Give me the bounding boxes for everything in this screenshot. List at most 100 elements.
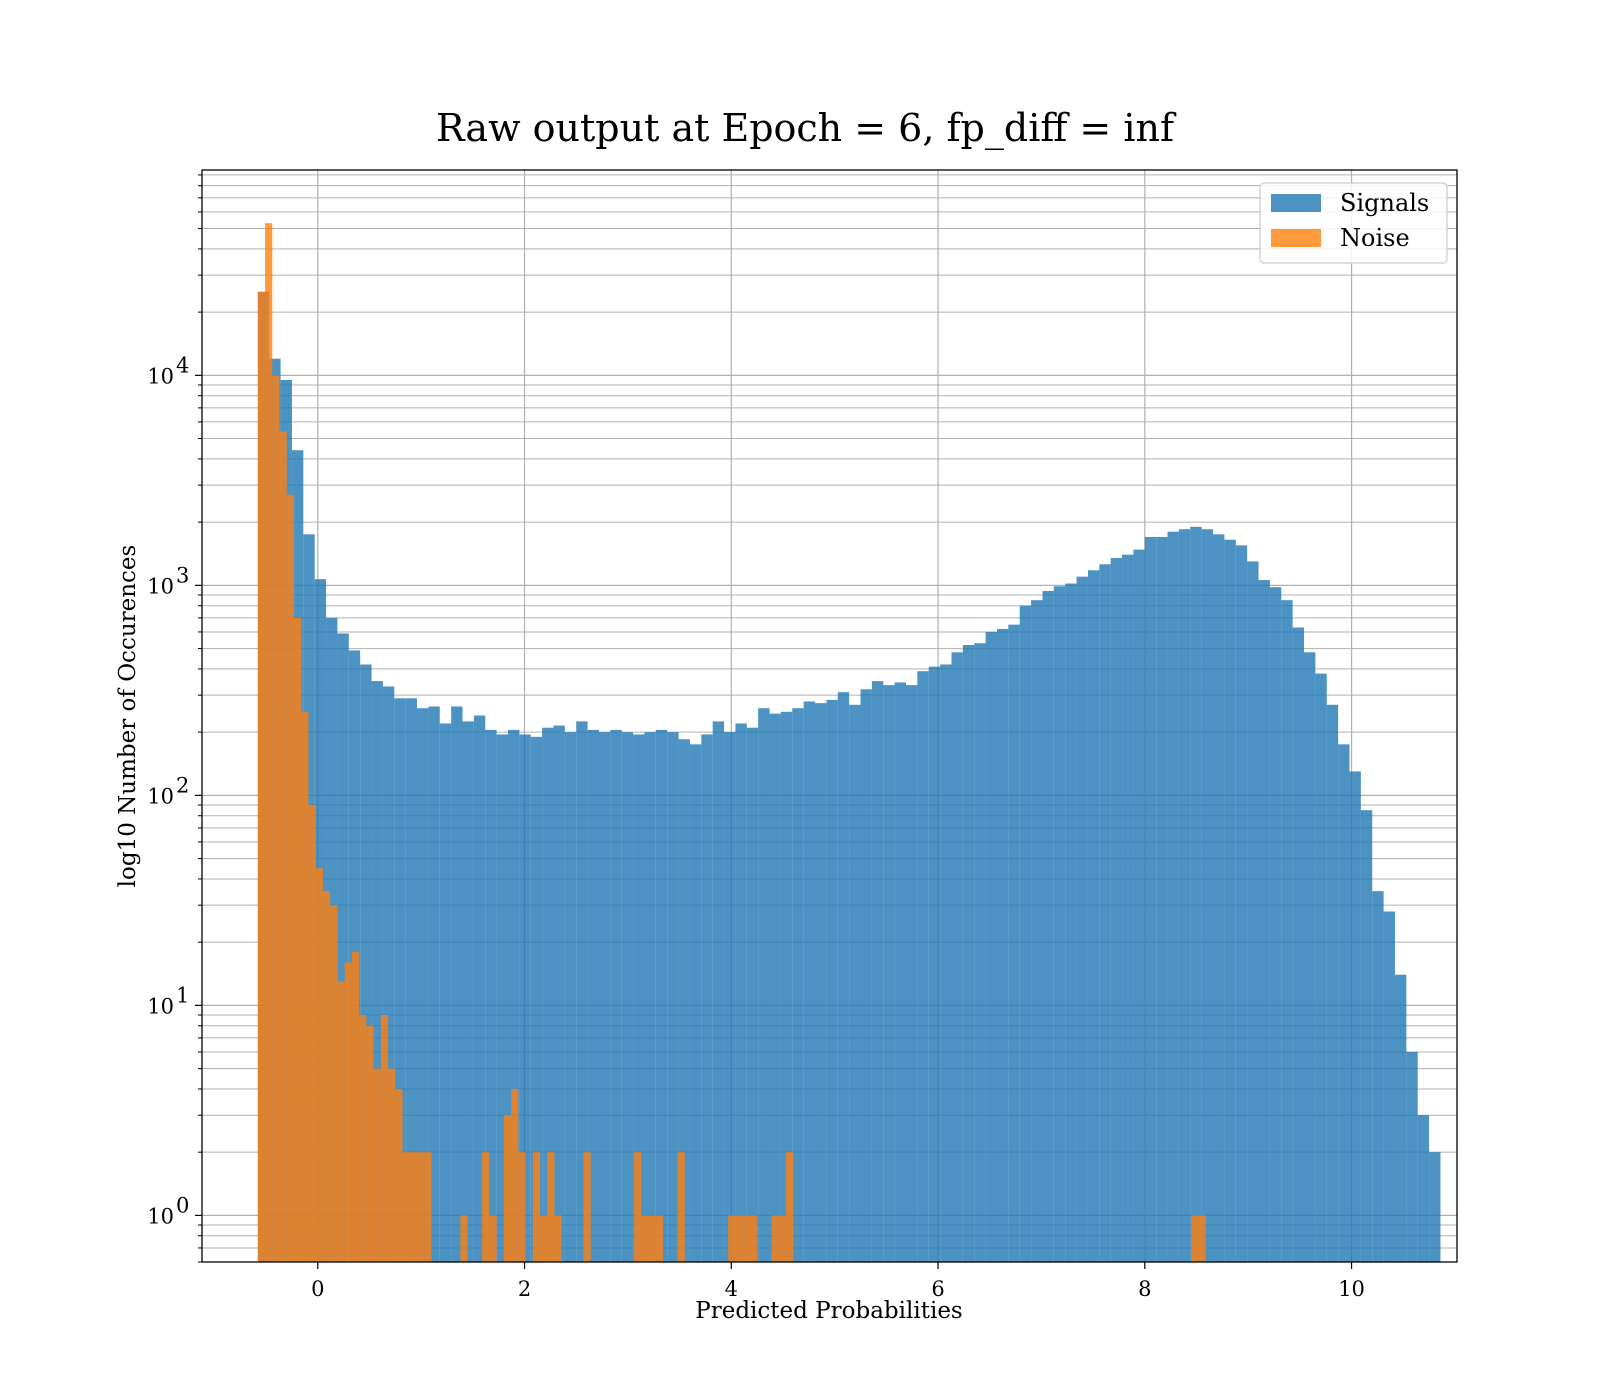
noise-bar bbox=[308, 804, 316, 1262]
signals-bar bbox=[1178, 529, 1191, 1262]
signals-bar bbox=[1417, 1115, 1430, 1262]
signals-bar bbox=[655, 729, 668, 1262]
signals-bar bbox=[644, 732, 656, 1262]
x-tick-label: 8 bbox=[1138, 1277, 1151, 1301]
noise-bar bbox=[301, 711, 309, 1262]
noise-bar bbox=[648, 1215, 656, 1262]
y-tick-exponent: 4 bbox=[176, 353, 189, 377]
signals-bar bbox=[382, 686, 395, 1262]
chart-title: Raw output at Epoch = 6, fp_diff = inf bbox=[436, 106, 1177, 151]
signals-bar bbox=[1315, 673, 1327, 1262]
signals-bar bbox=[428, 706, 440, 1262]
signals-bar bbox=[507, 729, 520, 1262]
noise-bar bbox=[373, 1068, 381, 1262]
x-tick-label: 0 bbox=[311, 1277, 324, 1301]
noise-bar bbox=[409, 1152, 418, 1262]
x-tick-label: 10 bbox=[1338, 1277, 1365, 1301]
y-tick-exponent: 2 bbox=[176, 773, 189, 797]
noise-bar bbox=[344, 962, 352, 1262]
signals-bar bbox=[962, 645, 975, 1262]
noise-bar bbox=[655, 1215, 664, 1262]
signals-bar bbox=[485, 729, 497, 1262]
noise-bar bbox=[294, 617, 302, 1262]
signals-bar bbox=[462, 721, 474, 1262]
signals-bar bbox=[496, 734, 508, 1262]
noise-bar bbox=[351, 951, 360, 1262]
signals-bar bbox=[1258, 580, 1270, 1262]
y-tick-exponent: 3 bbox=[176, 563, 189, 587]
signals-bar bbox=[451, 706, 463, 1262]
plot-frame bbox=[201, 169, 1458, 1263]
x-tick-label: 2 bbox=[518, 1277, 531, 1301]
signals-bar bbox=[883, 685, 895, 1262]
signals-bar bbox=[792, 708, 804, 1262]
signals-bar bbox=[1087, 570, 1100, 1262]
signals-bar bbox=[1042, 590, 1054, 1262]
signals-bar bbox=[587, 729, 599, 1262]
noise-bar bbox=[395, 1088, 403, 1262]
y-tick-label: 10 bbox=[147, 364, 174, 388]
signals-bar bbox=[951, 652, 963, 1262]
signals-bar bbox=[1190, 526, 1202, 1262]
signals-bar bbox=[780, 711, 793, 1262]
signals-bar bbox=[1031, 600, 1043, 1262]
signals-bar bbox=[519, 734, 531, 1262]
noise-bar bbox=[540, 1215, 548, 1262]
legend-label-signals: Signals bbox=[1340, 189, 1429, 217]
signals-bar bbox=[1429, 1152, 1441, 1262]
signals-bar bbox=[1247, 561, 1259, 1262]
signals-bar bbox=[1326, 704, 1339, 1262]
signals-bar bbox=[417, 708, 429, 1262]
noise-bar bbox=[1191, 1215, 1199, 1262]
noise-bar bbox=[366, 1025, 374, 1262]
noise-bar bbox=[735, 1215, 743, 1262]
noise-bar bbox=[337, 981, 345, 1262]
x-tick-label: 4 bbox=[725, 1277, 738, 1301]
noise-bar bbox=[286, 494, 295, 1262]
signals-bar bbox=[1053, 586, 1066, 1262]
signals-bar bbox=[610, 729, 622, 1262]
noise-bar bbox=[518, 1152, 526, 1262]
signals-bar bbox=[1372, 891, 1384, 1262]
signals-bar bbox=[633, 734, 645, 1262]
signals-bar bbox=[917, 671, 929, 1262]
y-tick-label: 10 bbox=[147, 994, 174, 1018]
noise-bar bbox=[330, 905, 338, 1262]
noise-bar bbox=[322, 891, 331, 1262]
noise-bar bbox=[359, 1015, 367, 1262]
noise-bar bbox=[265, 223, 273, 1263]
y-tick-exponent: 0 bbox=[176, 1193, 189, 1217]
signals-bar bbox=[803, 701, 816, 1262]
signals-bar bbox=[439, 723, 452, 1262]
signals-bar bbox=[928, 666, 941, 1262]
signals-bar bbox=[1269, 587, 1282, 1262]
signals-bar bbox=[394, 698, 406, 1262]
signals-bar bbox=[621, 732, 634, 1262]
signals-bar bbox=[337, 633, 349, 1262]
y-tick-label: 10 bbox=[147, 784, 174, 808]
signals-bar bbox=[974, 643, 986, 1262]
y-tick-label: 10 bbox=[147, 1204, 174, 1228]
noise-bar bbox=[749, 1215, 758, 1262]
signals-bar bbox=[1281, 600, 1293, 1262]
noise-bar bbox=[1198, 1215, 1206, 1262]
signals-bar bbox=[769, 713, 781, 1262]
signals-bar bbox=[905, 685, 918, 1262]
x-axis-ticks: 0 2 4 6 8 10 bbox=[311, 1262, 1365, 1301]
signals-bar bbox=[894, 682, 906, 1262]
noise-bar bbox=[503, 1115, 512, 1262]
noise-bar bbox=[511, 1088, 519, 1262]
noise-bar bbox=[554, 1215, 562, 1262]
signals-bar bbox=[1099, 564, 1111, 1262]
noise-bar bbox=[402, 1152, 410, 1262]
signals-bar bbox=[826, 699, 838, 1262]
signals-bar bbox=[1008, 624, 1020, 1262]
signals-bar bbox=[542, 727, 554, 1262]
signals-bar bbox=[1394, 974, 1407, 1262]
signals-bar bbox=[667, 732, 679, 1262]
noise-bar bbox=[380, 1015, 389, 1262]
signals-bar bbox=[1167, 531, 1179, 1262]
